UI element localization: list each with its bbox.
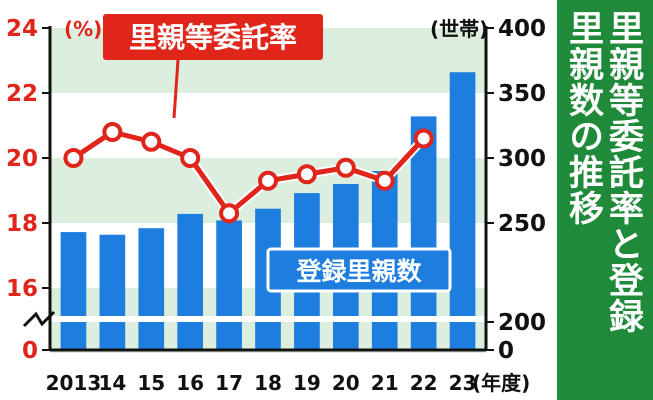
x-tick-label: 15 [137,371,165,395]
left-tick-label: 20 [6,146,38,172]
left-tick-label: 22 [6,81,38,107]
x-tick-label: 16 [176,371,204,395]
x-axis-unit: (年度) [472,371,530,395]
bar-series-label: 登録里親数 [295,257,422,286]
line-series-label: 里親等委託率 [129,21,297,54]
left-axis-unit: (%) [64,17,102,41]
right-tick-label: 250 [498,211,546,237]
line-point [258,170,278,191]
chart-title-line-2: 里親数の推移 [563,10,603,226]
left-tick-label: 18 [6,211,38,237]
bar [216,220,242,350]
right-tick-label: 350 [498,81,546,107]
bar-label-box [266,247,452,293]
x-tick-label: 20 [332,371,360,395]
line-point [63,148,84,168]
axis-break-band [10,316,526,322]
axis-break-zigzag [22,310,56,328]
bar [99,234,126,350]
line-point [335,157,356,178]
line-point [374,170,395,191]
left-axis-tick-labels: 0 16 18 20 22 24 [6,16,50,364]
x-tick-label: 14 [98,371,126,395]
x-tick-label: 22 [410,371,438,395]
x-tick-label: 17 [215,371,243,395]
line-series [63,122,434,224]
line-point [102,122,123,142]
line-point [296,164,317,185]
bar [410,116,437,351]
left-tick-label: 0 [22,338,38,364]
x-tick-label: 23 [449,371,477,395]
line-point [180,148,201,168]
line-point [219,203,240,224]
x-tick-label: 19 [293,371,321,395]
left-tick-label: 24 [6,16,38,42]
x-tick-label: 18 [254,371,282,395]
right-axis-unit: (世帯) [430,17,488,41]
line-path [72,129,426,216]
right-tick-label: 200 [498,310,546,336]
axes [48,26,488,352]
bar [138,228,165,350]
line-label-callout [172,59,180,119]
x-tick-label: 21 [371,371,399,395]
bar [177,213,204,350]
axis-break-mark [10,310,526,328]
right-tick-label: 400 [498,16,546,42]
x-tick-label: 2013 [46,371,102,395]
chart-title-panel: 里親等委託率と登録 里親数の推移 [557,0,653,400]
right-tick-label: 300 [498,146,546,172]
line-point [413,128,434,149]
chart-title-line-1: 里親等委託率と登録 [603,10,643,334]
line-point [141,131,162,152]
bar [449,72,476,350]
bar [60,232,87,350]
left-tick-label: 16 [6,276,38,302]
line-label-box [103,14,323,60]
right-tick-label: 0 [498,338,514,364]
